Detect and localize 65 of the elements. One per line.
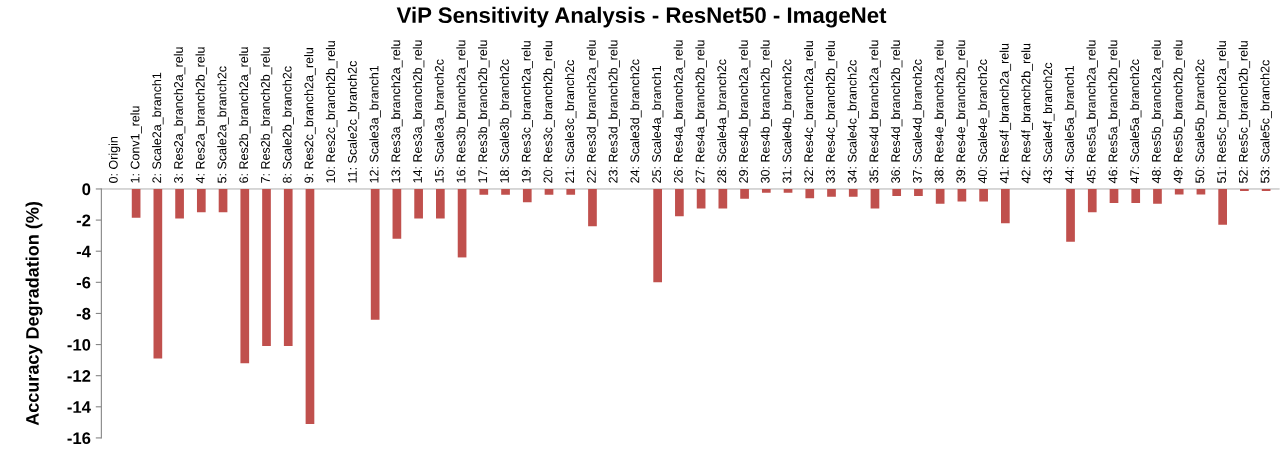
x-tick-label: 25: Scale4a_branch1: [651, 65, 664, 183]
x-tick-label: 21: Scale3c_branch2c: [564, 60, 577, 183]
y-tick-label: -6: [76, 276, 91, 289]
x-tick-label: 51: Res5c_branch2a_relu: [1216, 41, 1229, 183]
x-tick-label: 38: Res4e_branch2a_relu: [934, 40, 946, 183]
x-tick-label: 45: Res5a_branch2a_relu: [1086, 40, 1098, 184]
x-tick-label: 0: Origin: [108, 136, 121, 183]
y-axis-title: Accuracy Degradation (%): [25, 201, 43, 426]
x-tick-label: 3: Res2a_branch2a_relu: [173, 47, 186, 183]
x-tick-label: 6: Res2b_branch2a_relu: [238, 47, 251, 183]
x-tick-label: 36: Res4d_branch2b_relu: [890, 40, 903, 183]
x-tick-label: 28: Scale4a_branch2c: [717, 59, 729, 183]
x-tick-label: 8: Scale2b_branch2c: [282, 66, 294, 183]
x-tick-label: 15: Scale3a_branch2c: [434, 59, 447, 183]
x-tick-label: 46: Res5a_branch2b_relu: [1108, 40, 1120, 184]
x-tick-label: 14: Res3a_branch2b_relu: [412, 40, 425, 183]
x-tick-label: 42: Res4f_branch2b_relu: [1021, 43, 1033, 184]
x-tick-label: 32: Res4c_branch2a_relu: [803, 41, 816, 183]
x-tick-label: 26: Res4a_branch2a_relu: [673, 40, 686, 183]
x-tick-label: 22: Res3d_branch2a_relu: [586, 40, 599, 183]
x-tick-label: 40: Scale4e_branch2c: [977, 59, 990, 184]
y-tick-label: -2: [76, 214, 91, 227]
x-tick-label: 20: Res3c_branch2b_relu: [543, 41, 555, 183]
x-tick-label: 52: Res5c_branch2b_relu: [1238, 41, 1251, 183]
x-tick-label: 33: Res4c_branch2b_relu: [825, 41, 838, 183]
x-tick-label: 34: Scale4c_branch2c: [847, 60, 859, 183]
y-tick-label: -14: [67, 401, 91, 413]
x-tick-label: 2: Scale2a_branch1: [152, 72, 164, 183]
x-tick-label: 18: Scale3b_branch2c: [499, 59, 512, 183]
x-tick-label: 49: Res5b_branch2b_relu: [1173, 40, 1185, 184]
x-tick-label: 23: Res3d_branch2b_relu: [608, 40, 620, 183]
x-tick-label: 9: Res2c_branch2a_relu: [304, 48, 316, 183]
x-tick-label: 24: Scale3d_branch2c: [630, 59, 642, 183]
x-tick-label: 48: Res5b_branch2a_relu: [1151, 40, 1164, 184]
x-tick-label: 44: Scale5a_branch1: [1064, 65, 1077, 184]
x-tick-label: 1: Conv1_relu: [130, 106, 142, 183]
x-tick-label: 37: Scale4d_branch2c: [912, 59, 925, 183]
x-tick-label: 10: Res2c_branch2b_relu: [325, 41, 338, 183]
y-tick-label: -12: [67, 370, 91, 382]
x-tick-label: 30: Res4b_branch2b_relu: [760, 40, 773, 183]
x-tick-label: 5: Scale2a_branch2c: [217, 66, 229, 183]
x-tick-label: 13: Res3a_branch2a_relu: [391, 40, 403, 183]
chart-title: ViP Sensitivity Analysis - ResNet50 - ImageNet: [396, 6, 887, 28]
x-tick-label: 31: Scale4b_branch2c: [782, 59, 794, 183]
y-tick-label: -16: [67, 432, 91, 445]
y-tick-label: -8: [76, 307, 91, 320]
x-tick-label: 53: Scale5c_branch2c: [1260, 60, 1272, 183]
x-tick-label: 43: Scale4f_branch2c: [1042, 62, 1055, 184]
y-tick-label: -4: [76, 245, 91, 258]
x-tick-label: 7: Res2b_branch2b_relu: [260, 47, 273, 183]
x-tick-label: 35: Res4d_branch2a_relu: [869, 40, 881, 183]
x-tick-label: 16: Res3b_branch2a_relu: [456, 40, 468, 183]
x-tick-label: 29: Res4b_branch2a_relu: [738, 40, 751, 183]
x-tick-label: 41: Res4f_branch2a_relu: [999, 43, 1012, 184]
x-tick-label: 17: Res3b_branch2b_relu: [477, 40, 490, 183]
x-tick-label: 47: Scale5a_branch2c: [1129, 59, 1142, 184]
x-tick-label: 27: Res4a_branch2b_relu: [695, 40, 707, 183]
x-tick-label: 11: Scale2c_branch2c: [347, 60, 360, 183]
y-tick-label: -10: [67, 338, 91, 351]
y-tick-label: 0: [82, 183, 91, 196]
x-tick-label: 4: Res2a_branch2b_relu: [195, 47, 208, 184]
x-tick-label: 39: Res4e_branch2b_relu: [956, 40, 968, 183]
x-tick-label: 12: Scale3a_branch1: [369, 65, 381, 183]
x-tick-label: 19: Res3c_branch2a_relu: [521, 41, 533, 183]
x-tick-label: 50: Scale5b_branch2c: [1195, 59, 1207, 183]
